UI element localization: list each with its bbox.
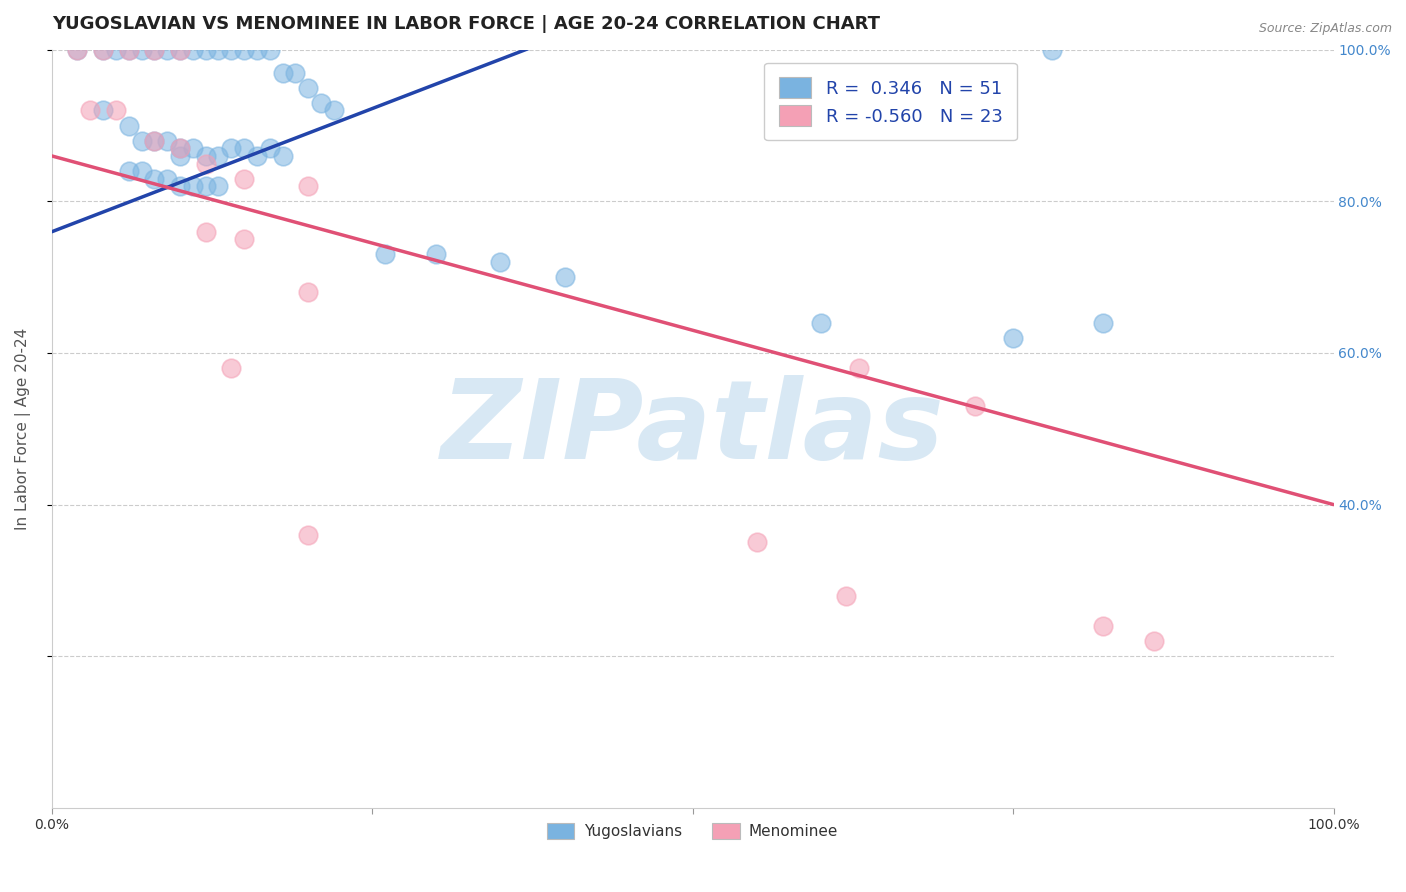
- Point: [246, 149, 269, 163]
- Point: [104, 103, 127, 118]
- Point: [169, 149, 191, 163]
- Point: [91, 43, 114, 57]
- Point: [66, 43, 89, 57]
- Point: [194, 179, 217, 194]
- Point: [1143, 634, 1166, 648]
- Point: [246, 43, 269, 57]
- Point: [118, 119, 141, 133]
- Point: [118, 43, 141, 57]
- Point: [219, 361, 242, 376]
- Point: [963, 399, 986, 413]
- Point: [233, 141, 256, 155]
- Point: [131, 164, 153, 178]
- Point: [284, 65, 307, 79]
- Point: [233, 43, 256, 57]
- Point: [271, 65, 294, 79]
- Point: [156, 134, 179, 148]
- Point: [169, 179, 191, 194]
- Point: [259, 141, 281, 155]
- Point: [66, 43, 89, 57]
- Point: [553, 270, 575, 285]
- Point: [207, 43, 229, 57]
- Point: [169, 141, 191, 155]
- Point: [169, 43, 191, 57]
- Point: [219, 43, 242, 57]
- Point: [297, 80, 319, 95]
- Point: [810, 316, 832, 330]
- Point: [79, 103, 101, 118]
- Point: [169, 141, 191, 155]
- Point: [143, 43, 166, 57]
- Point: [118, 164, 141, 178]
- Point: [156, 43, 179, 57]
- Point: [489, 255, 512, 269]
- Y-axis label: In Labor Force | Age 20-24: In Labor Force | Age 20-24: [15, 327, 31, 530]
- Point: [194, 225, 217, 239]
- Point: [233, 171, 256, 186]
- Point: [219, 141, 242, 155]
- Point: [835, 589, 858, 603]
- Point: [194, 43, 217, 57]
- Point: [374, 247, 396, 261]
- Point: [259, 43, 281, 57]
- Point: [118, 43, 141, 57]
- Point: [425, 247, 447, 261]
- Point: [233, 232, 256, 246]
- Point: [297, 285, 319, 300]
- Point: [322, 103, 344, 118]
- Point: [309, 95, 332, 110]
- Point: [91, 43, 114, 57]
- Point: [271, 149, 294, 163]
- Point: [1002, 331, 1025, 345]
- Point: [104, 43, 127, 57]
- Point: [131, 43, 153, 57]
- Point: [143, 171, 166, 186]
- Point: [745, 535, 768, 549]
- Text: ZIPatlas: ZIPatlas: [441, 376, 945, 483]
- Point: [1091, 316, 1114, 330]
- Point: [169, 43, 191, 57]
- Point: [143, 43, 166, 57]
- Point: [181, 179, 204, 194]
- Legend: Yugoslavians, Menominee: Yugoslavians, Menominee: [541, 817, 845, 846]
- Point: [297, 179, 319, 194]
- Point: [156, 171, 179, 186]
- Point: [194, 156, 217, 170]
- Point: [91, 103, 114, 118]
- Point: [194, 149, 217, 163]
- Text: YUGOSLAVIAN VS MENOMINEE IN LABOR FORCE | AGE 20-24 CORRELATION CHART: YUGOSLAVIAN VS MENOMINEE IN LABOR FORCE …: [52, 15, 880, 33]
- Point: [181, 43, 204, 57]
- Point: [1091, 619, 1114, 633]
- Point: [143, 134, 166, 148]
- Point: [207, 149, 229, 163]
- Point: [297, 528, 319, 542]
- Point: [181, 141, 204, 155]
- Point: [848, 361, 870, 376]
- Point: [1040, 43, 1063, 57]
- Point: [131, 134, 153, 148]
- Point: [143, 134, 166, 148]
- Point: [207, 179, 229, 194]
- Text: Source: ZipAtlas.com: Source: ZipAtlas.com: [1258, 22, 1392, 36]
